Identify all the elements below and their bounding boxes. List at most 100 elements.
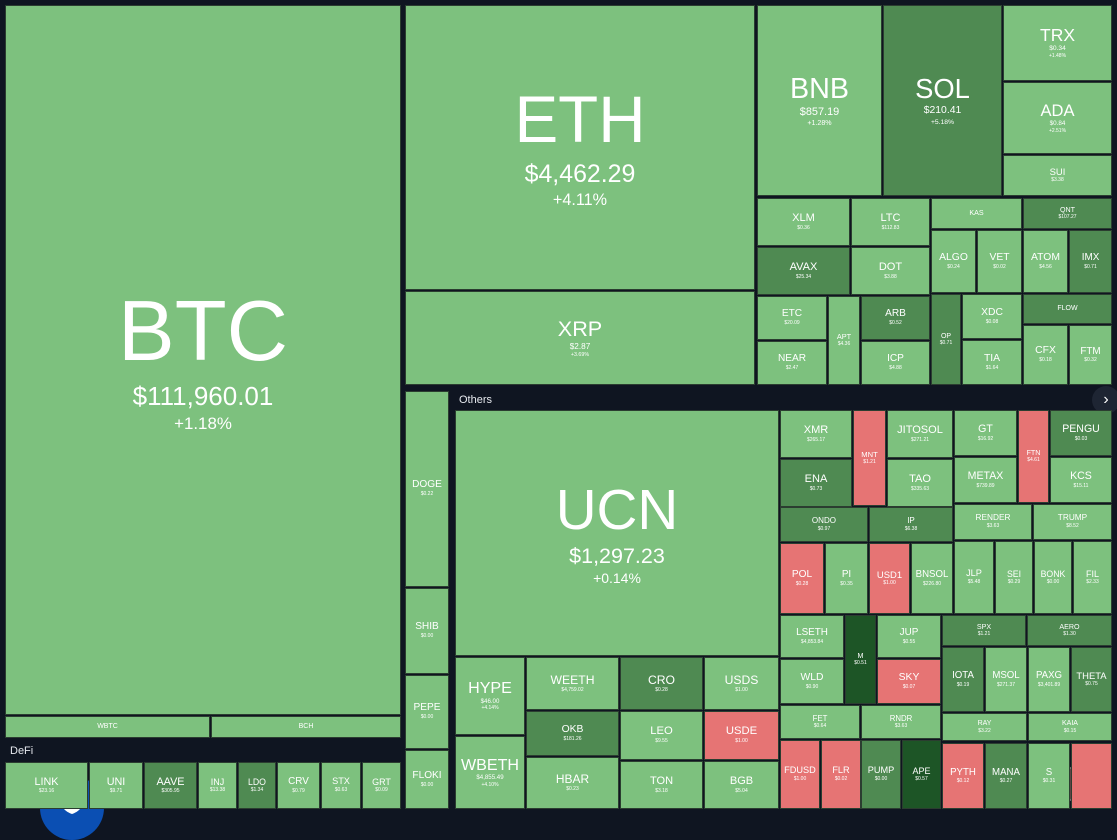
coin-tile[interactable]: SHIB $0.00 [405, 588, 449, 674]
coin-tile[interactable]: ARB $0.52 [861, 296, 930, 340]
coin-tile[interactable]: GRT $0.09 [362, 762, 401, 809]
coin-tile[interactable]: WEETH $4,759.02 [526, 657, 619, 710]
coin-tile[interactable]: XLM $0.36 [757, 198, 850, 246]
coin-tile[interactable]: ADA $0.84 +2.51% [1003, 82, 1112, 154]
coin-tile[interactable]: AAVE $305.95 [144, 762, 197, 809]
coin-tile[interactable]: KCS $15.11 [1050, 457, 1112, 503]
coin-tile[interactable]: WBTC [5, 716, 210, 738]
coin-tile[interactable]: APT $4.36 [828, 296, 860, 385]
coin-tile[interactable]: HYPE $46.00 +4.14% [455, 657, 525, 735]
coin-tile[interactable]: PI $0.35 [825, 543, 868, 614]
coin-tile[interactable]: XMR $265.17 [780, 410, 852, 458]
coin-tile[interactable]: NEAR $2.47 [757, 341, 827, 385]
coin-tile[interactable]: PENGU $0.03 [1050, 410, 1112, 456]
coin-tile[interactable]: KAIA $0.15 [1028, 713, 1112, 741]
coin-tile[interactable]: FDUSD $1.00 [780, 740, 820, 809]
coin-tile[interactable]: FET $0.64 [780, 705, 860, 739]
coin-tile[interactable]: M $0.51 [845, 615, 876, 704]
coin-tile[interactable]: FIL $2.33 [1073, 541, 1112, 614]
coin-tile[interactable]: CRV $0.79 [277, 762, 320, 809]
coin-tile[interactable]: ENA $0.73 [780, 459, 852, 507]
coin-tile[interactable]: SEI $0.29 [995, 541, 1033, 614]
coin-tile[interactable]: ATOM $4.56 [1023, 230, 1068, 293]
coin-tile[interactable]: USD1 $1.00 [869, 543, 910, 614]
coin-tile[interactable]: BONK $0.00 [1034, 541, 1072, 614]
coin-tile[interactable]: MSOL $271.37 [985, 647, 1027, 712]
coin-tile[interactable]: BNB $857.19 +1.28% [757, 5, 882, 196]
coin-tile[interactable]: INJ $13.38 [198, 762, 237, 809]
coin-tile[interactable]: BCH [211, 716, 401, 738]
coin-tile[interactable]: LEO $9.55 [620, 711, 703, 760]
coin-tile[interactable]: GT $16.92 [954, 410, 1017, 456]
coin-tile[interactable]: ALGO $0.24 [931, 230, 976, 293]
coin-tile[interactable]: POL $0.28 [780, 543, 824, 614]
coin-tile[interactable]: LTC $112.83 [851, 198, 930, 246]
coin-tile[interactable]: MNT $1.21 [853, 410, 886, 506]
coin-tile[interactable]: RAY $3.22 [942, 713, 1027, 741]
coin-tile[interactable]: LSETH $4,853.84 [780, 615, 844, 658]
coin-tile[interactable]: FLR $0.02 [821, 740, 861, 809]
coin-tile[interactable]: LDO $1.34 [238, 762, 276, 809]
coin-tile[interactable]: BNSOL $226.80 [911, 543, 953, 614]
coin-tile[interactable]: TON $3.18 [620, 761, 703, 809]
coin-tile[interactable]: DOGE $0.22 [405, 391, 449, 587]
coin-tile[interactable]: WLD $0.90 [780, 659, 844, 704]
coin-tile[interactable]: UCN $1,297.23 +0.14% [455, 410, 779, 656]
coin-tile[interactable]: PAXG $3,401.89 [1028, 647, 1070, 712]
coin-tile[interactable]: LINK $23.16 [5, 762, 88, 809]
coin-tile[interactable]: CFX $0.18 [1023, 325, 1068, 385]
coin-tile[interactable]: UNI $9.71 [89, 762, 143, 809]
coin-tile[interactable]: ONDO $0.97 [780, 507, 868, 542]
coin-tile[interactable]: TAO $335.63 [887, 459, 953, 507]
coin-tile[interactable]: JLP $5.48 [954, 541, 994, 614]
coin-tile[interactable]: AVAX $25.34 [757, 247, 850, 295]
coin-tile[interactable]: KAS [931, 198, 1022, 229]
coin-tile[interactable]: XDC $0.08 [962, 294, 1022, 339]
coin-tile[interactable]: RNDR $3.63 [861, 705, 941, 739]
coin-tile[interactable]: SPX $1.21 [942, 615, 1026, 646]
coin-tile[interactable]: SUI $3.38 [1003, 155, 1112, 196]
coin-tile[interactable]: THETA $0.75 [1071, 647, 1112, 712]
coin-tile[interactable]: METAX $739.89 [954, 457, 1017, 503]
coin-tile[interactable]: STX $0.63 [321, 762, 361, 809]
coin-tile[interactable]: TIA $1.64 [962, 340, 1022, 385]
coin-tile[interactable]: WBETH $4,855.49 +4.10% [455, 736, 525, 809]
coin-tile[interactable]: PEPE $0.00 [405, 675, 449, 749]
coin-tile[interactable]: BTC $111,960.01 +1.18% [5, 5, 401, 715]
coin-tile[interactable]: FTN $4.61 [1018, 410, 1049, 503]
coin-tile[interactable]: OP $0.71 [931, 294, 961, 385]
coin-tile[interactable]: IOTA $0.19 [942, 647, 984, 712]
coin-tile[interactable]: XRP $2.87 +3.69% [405, 291, 755, 385]
coin-tile[interactable]: CRO $0.28 [620, 657, 703, 710]
coin-tile[interactable]: S $0.31 [1028, 743, 1070, 809]
coin-tile[interactable]: TRX $0.34 +1.48% [1003, 5, 1112, 81]
coin-tile[interactable]: ICP $4.88 [861, 341, 930, 385]
coin-tile[interactable]: IP $6.38 [869, 507, 953, 542]
coin-tile[interactable]: AERO $1.30 [1027, 615, 1112, 646]
coin-tile[interactable]: PYTH $0.12 [942, 743, 984, 809]
coin-tile[interactable]: TRUMP $8.52 [1033, 504, 1112, 540]
coin-tile[interactable]: SKY $0.07 [877, 659, 941, 704]
coin-tile[interactable]: PUMP $0.00 [861, 740, 901, 809]
coin-tile[interactable]: BGB $5.04 [704, 761, 779, 809]
coin-tile[interactable]: FLOW [1023, 294, 1112, 324]
coin-tile[interactable]: FLOKI $0.00 [405, 750, 449, 809]
coin-tile[interactable]: ETC $20.09 [757, 296, 827, 340]
next-button[interactable]: › [1092, 386, 1117, 414]
coin-tile[interactable]: JITOSOL $271.21 [887, 410, 953, 458]
coin-tile[interactable]: VET $0.02 [977, 230, 1022, 293]
coin-tile[interactable]: JUP $0.55 [877, 615, 941, 658]
coin-tile[interactable]: DOT $3.88 [851, 247, 930, 295]
coin-tile[interactable]: APE $0.57 [902, 740, 941, 809]
coin-tile[interactable]: SOL $210.41 +5.18% [883, 5, 1002, 196]
coin-tile[interactable]: QNT $107.27 [1023, 198, 1112, 229]
coin-tile[interactable]: USDS $1.00 [704, 657, 779, 710]
coin-tile[interactable]: FTM $0.32 [1069, 325, 1112, 385]
coin-tile[interactable]: HBAR $0.23 [526, 757, 619, 809]
coin-tile[interactable]: MANA $0.27 [985, 743, 1027, 809]
coin-tile[interactable]: IMX $0.71 [1069, 230, 1112, 293]
coin-tile[interactable]: USDE $1.00 [704, 711, 779, 760]
coin-tile[interactable]: ETH $4,462.29 +4.11% [405, 5, 755, 290]
coin-tile[interactable]: RENDER $3.63 [954, 504, 1032, 540]
coin-tile[interactable]: OKB $181.26 [526, 711, 619, 756]
